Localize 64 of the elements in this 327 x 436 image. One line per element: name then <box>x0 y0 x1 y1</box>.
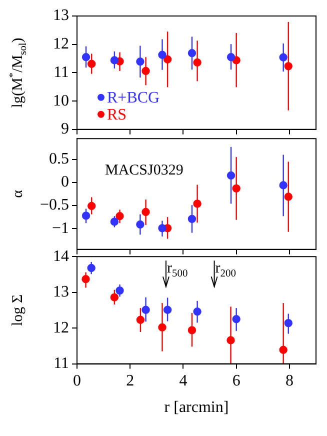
point <box>116 286 124 295</box>
point <box>142 306 150 314</box>
y-tick-label: 12 <box>53 319 69 336</box>
point <box>279 181 288 190</box>
point <box>136 58 144 66</box>
annotation: MACSJ0329 <box>105 162 184 179</box>
point <box>110 293 119 302</box>
y-tick-label: 9 <box>61 120 69 138</box>
y-tick-label: −0.5 <box>40 196 69 214</box>
y-tick-label: 10 <box>53 92 69 110</box>
point <box>188 214 196 224</box>
point <box>158 50 166 59</box>
y-tick-label: 0 <box>61 174 69 191</box>
point <box>188 326 196 334</box>
point <box>279 53 288 62</box>
y-tick-label: 13 <box>53 7 69 24</box>
y-axis-title: log Σ <box>10 294 26 326</box>
point <box>284 62 292 70</box>
point <box>193 200 202 208</box>
point <box>284 192 292 201</box>
point <box>193 58 202 67</box>
point <box>116 212 124 220</box>
point <box>232 184 240 193</box>
point <box>88 60 96 68</box>
y-tick-label: 12 <box>53 36 69 53</box>
y-tick-label: 13 <box>53 284 69 301</box>
x-tick-label: 6 <box>232 372 240 390</box>
legend-label: R+BCG <box>107 89 160 106</box>
y-tick-label: 0.5 <box>49 150 69 168</box>
x-tick-label: 2 <box>126 372 134 390</box>
y-tick-label: 11 <box>54 355 69 372</box>
point <box>279 346 288 354</box>
y-axis-title: α <box>10 190 26 198</box>
y-tick-label: 14 <box>53 248 69 265</box>
legend-label: RS <box>107 106 127 124</box>
x-tick-label: 8 <box>285 372 294 390</box>
point <box>226 53 236 62</box>
point <box>142 208 150 216</box>
point <box>136 220 144 229</box>
point <box>226 336 235 344</box>
point <box>82 53 90 62</box>
point <box>87 264 96 272</box>
point <box>142 66 150 76</box>
point <box>193 308 202 316</box>
x-tick-label: 4 <box>179 372 188 390</box>
y-axis-title: lg(M*/Msol) <box>8 38 29 108</box>
point <box>232 315 240 324</box>
point <box>82 275 90 284</box>
point <box>82 212 90 220</box>
point <box>163 55 172 64</box>
point <box>163 306 172 314</box>
x-tick-label: 0 <box>73 372 81 390</box>
point <box>158 323 166 332</box>
point <box>110 218 119 226</box>
point <box>158 224 166 232</box>
y-tick-label: −1 <box>52 220 69 237</box>
y-tick-label: 11 <box>54 64 69 81</box>
x-axis-title: r [arcmin] <box>164 399 229 416</box>
point <box>110 56 119 64</box>
point <box>284 318 292 328</box>
point <box>88 202 96 210</box>
point <box>226 171 236 180</box>
point <box>188 49 196 58</box>
point <box>136 316 145 324</box>
